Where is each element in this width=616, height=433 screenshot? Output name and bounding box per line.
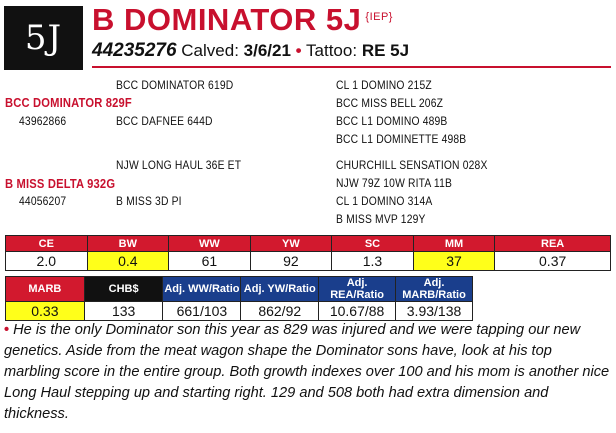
- sire-name: BCC DOMINATOR 829F: [5, 95, 132, 110]
- tattoo-value: RE 5J: [361, 41, 410, 60]
- dam-sire: NJW LONG HAUL 36E ET: [116, 158, 242, 172]
- epd-header-chb: CHB$: [83, 276, 164, 302]
- calved-date: 3/6/21: [243, 41, 291, 60]
- dam-sire-dam: NJW 79Z 10W RITA 11B: [336, 176, 453, 190]
- epd-table-1: CE BW WW YW SC MM REA 2.0 0.4 61 92 1.3 …: [5, 235, 611, 271]
- epd-table-1-values: 2.0 0.4 61 92 1.3 37 0.37: [5, 251, 611, 271]
- calved-label: Calved:: [181, 41, 239, 60]
- dam-name: B MISS DELTA 932G: [5, 176, 116, 191]
- dam-dam-dam: B MISS MVP 129Y: [336, 212, 426, 226]
- epd-value-marb: 0.33: [5, 301, 85, 321]
- epd-value-rea: 0.37: [494, 251, 611, 271]
- animal-name: B DOMINATOR 5J {IEP}: [92, 2, 393, 38]
- animal-suffix: {IEP}: [365, 11, 393, 23]
- dam-reg: 44056207: [19, 194, 67, 208]
- header-rule: [92, 66, 611, 68]
- separator-dot: •: [295, 41, 302, 60]
- epd-value-sc: 1.3: [331, 251, 414, 271]
- epd-header-adj-ww: Adj. WW/Ratio: [162, 276, 242, 302]
- sire-reg: 43962866: [19, 114, 67, 128]
- dam-dam-sire: CL 1 DOMINO 314A: [336, 194, 433, 208]
- registration-number: 44235276: [92, 40, 177, 61]
- sire-dam: BCC DAFNEE 644D: [116, 114, 213, 128]
- registration-line: 44235276 Calved: 3/6/21 • Tattoo: RE 5J: [92, 40, 409, 62]
- epd-header-ce: CE: [5, 235, 88, 252]
- bullet-icon: •: [4, 322, 10, 338]
- epd-header-yw: YW: [249, 235, 333, 252]
- epd-value-adj-rea: 10.67/88: [318, 301, 397, 321]
- epd-value-bw: 0.4: [86, 251, 170, 271]
- epd-header-ww: WW: [168, 235, 251, 252]
- dam-sire-sire: CHURCHILL SENSATION 028X: [336, 158, 488, 172]
- epd-header-adj-rea: Adj. REA/Ratio: [318, 276, 397, 302]
- epd-value-yw: 92: [249, 251, 333, 271]
- lot-badge: 5J: [4, 6, 83, 70]
- epd-value-mm: 37: [412, 251, 496, 271]
- sire-sire-dam: BCC MISS BELL 206Z: [336, 96, 444, 110]
- epd-header-mm: MM: [412, 235, 496, 252]
- epd-table-2-header: MARB CHB$ Adj. WW/Ratio Adj. YW/Ratio Ad…: [5, 276, 473, 302]
- epd-header-adj-yw: Adj. YW/Ratio: [240, 276, 320, 302]
- sire-sire-sire: CL 1 DOMINO 215Z: [336, 78, 432, 92]
- epd-header-bw: BW: [86, 235, 170, 252]
- epd-value-ce: 2.0: [5, 251, 88, 271]
- epd-header-marb: MARB: [5, 276, 85, 302]
- sire-dam-dam: BCC L1 DOMINETTE 498B: [336, 132, 467, 146]
- epd-table-1-header: CE BW WW YW SC MM REA: [5, 235, 611, 252]
- epd-value-adj-yw: 862/92: [240, 301, 320, 321]
- epd-value-ww: 61: [168, 251, 251, 271]
- epd-value-chb: 133: [83, 301, 164, 321]
- epd-header-adj-marb: Adj. MARB/Ratio: [395, 276, 473, 302]
- epd-header-rea: REA: [494, 235, 611, 252]
- epd-value-adj-marb: 3.93/138: [395, 301, 473, 321]
- epd-value-adj-ww: 661/103: [162, 301, 242, 321]
- comments-text: He is the only Dominator son this year a…: [4, 322, 610, 422]
- epd-table-2-values: 0.33 133 661/103 862/92 10.67/88 3.93/13…: [5, 301, 473, 321]
- tattoo-label: Tattoo:: [306, 41, 358, 60]
- sire-dam-sire: BCC L1 DOMINO 489B: [336, 114, 448, 128]
- epd-table-2: MARB CHB$ Adj. WW/Ratio Adj. YW/Ratio Ad…: [5, 276, 473, 321]
- animal-name-text: B DOMINATOR 5J: [92, 2, 362, 37]
- sire-sire: BCC DOMINATOR 619D: [116, 78, 234, 92]
- comments-paragraph: • He is the only Dominator son this year …: [4, 320, 610, 425]
- dam-dam: B MISS 3D PI: [116, 194, 182, 208]
- epd-header-sc: SC: [331, 235, 414, 252]
